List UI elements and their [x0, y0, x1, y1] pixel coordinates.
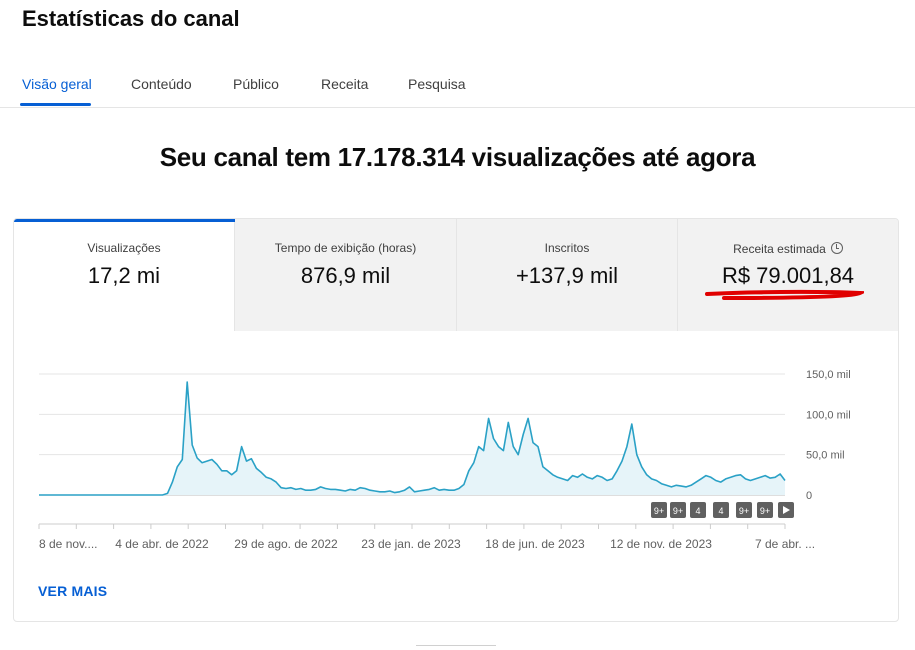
metric-revenue-label: Receita estimada — [678, 241, 898, 256]
metric-subscribers-value: +137,9 mil — [515, 263, 619, 288]
annotation-badge-label: 9+ — [654, 506, 664, 516]
tab-publico[interactable]: Público — [233, 76, 279, 92]
annotation-badge-label: 9+ — [760, 506, 770, 516]
metric-views-label: Visualizações — [87, 241, 161, 255]
metric-subscribers-label: Inscritos — [544, 241, 590, 255]
page-title: Estatísticas do canal — [22, 6, 240, 31]
metric-views-value: 17,2 mi — [87, 263, 161, 288]
annotation-badge — [713, 502, 729, 518]
series-line — [39, 381, 786, 496]
x-tick-label: 29 de ago. de 2022 — [234, 537, 338, 551]
x-tick-label: 7 de abr. ... — [755, 537, 815, 551]
annotation-badge — [690, 502, 706, 518]
red-highlight-underline — [705, 289, 861, 300]
tab-receita[interactable]: Receita — [321, 76, 369, 92]
x-tick-label: 4 de abr. de 2022 — [115, 537, 209, 551]
metric-watch-time-label: Tempo de exibição (horas) — [274, 241, 417, 255]
annotation-badge — [651, 502, 667, 518]
y-tick-label: 50,0 mil — [806, 450, 845, 462]
x-tick-label: 12 de nov. de 2023 — [610, 537, 712, 551]
metric-revenue-label-text: Receita estimada — [733, 242, 826, 256]
active-metric-indicator — [14, 219, 235, 222]
y-tick-label: 100,0 mil — [806, 409, 851, 421]
tab-bar: Visão geral Conteúdo Público Receita Pes… — [0, 60, 915, 108]
metric-subscribers[interactable]: Inscritos +137,9 mil — [457, 219, 678, 331]
metric-views[interactable]: Visualizações 17,2 mi — [14, 219, 235, 331]
metric-revenue[interactable]: Receita estimada R$ 79.001,84 — [678, 219, 898, 331]
annotation-badge-label: 4 — [695, 506, 700, 516]
annotation-badge — [757, 502, 773, 518]
series-area — [39, 382, 785, 495]
metric-revenue-value: R$ 79.001,84 — [721, 263, 855, 288]
metric-watch-time[interactable]: Tempo de exibição (horas) 876,9 mil — [235, 219, 457, 331]
overview-card: Visualizações 17,2 mi Tempo de exibição … — [13, 218, 899, 622]
tab-conteudo[interactable]: Conteúdo — [131, 76, 192, 92]
annotation-badge-label: 4 — [718, 506, 723, 516]
tab-visao-geral[interactable]: Visão geral — [22, 76, 92, 92]
bottom-divider — [416, 645, 496, 646]
channel-headline: Seu canal tem 17.178.314 visualizações a… — [159, 142, 756, 172]
metric-watch-time-value: 876,9 mil — [300, 263, 391, 288]
annotation-badge — [670, 502, 686, 518]
tab-pesquisa[interactable]: Pesquisa — [408, 76, 466, 92]
x-tick-label: 8 de nov.... — [39, 537, 97, 551]
x-tick-label: 23 de jan. de 2023 — [361, 537, 461, 551]
play-icon-glyph — [783, 506, 790, 514]
y-tick-label: 150,0 mil — [806, 369, 851, 381]
active-tab-indicator — [20, 103, 91, 106]
y-tick-label: 0 — [806, 490, 812, 502]
x-tick-label: 18 de jun. de 2023 — [485, 537, 585, 551]
views-chart: 150,0 mil 100,0 mil 50,0 mil 0 9+ 9+ 4 4 9+ 9+ 8 d… — [38, 369, 851, 551]
annotation-badge-label: 9+ — [739, 506, 749, 516]
ver-mais-link[interactable]: VER MAIS — [38, 583, 108, 599]
clock-icon[interactable] — [830, 242, 843, 254]
annotation-badge-label: 9+ — [673, 506, 683, 516]
annotation-badge — [736, 502, 752, 518]
